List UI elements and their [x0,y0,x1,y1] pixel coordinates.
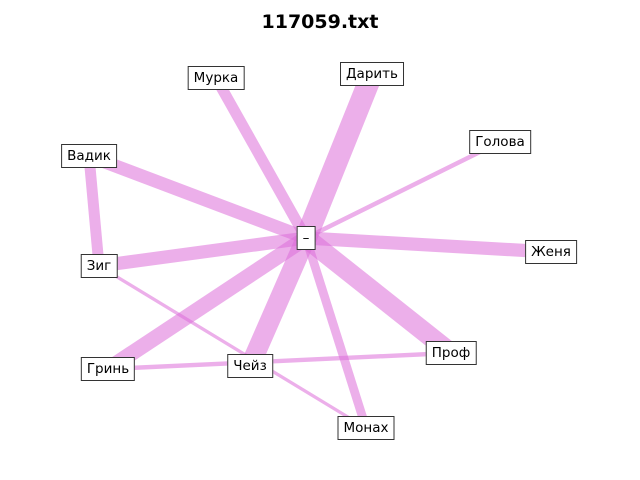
edge-center-vadik [86,149,309,245]
edge-center-grin [103,231,311,376]
node-murka[interactable]: Мурка [187,66,245,90]
edge-center-cheiz [240,234,316,370]
edges-layer [83,69,552,430]
node-prof[interactable]: Проф [425,341,477,365]
node-zig[interactable]: Зиг [80,254,118,278]
edge-center-darit [295,69,383,243]
node-grin[interactable]: Гринь [80,357,136,381]
node-zhenya[interactable]: Женя [525,240,577,264]
edge-center-monakh [301,236,371,430]
node-vadik[interactable]: Вадик [61,144,117,168]
edge-vadik-zig [83,155,105,267]
edge-center-golova [305,140,501,240]
edge-zig-monakh [98,264,367,430]
node-cheiz[interactable]: Чейз [227,354,273,378]
node-golova[interactable]: Голова [469,130,531,154]
diagram-title: 117059.txt [261,11,379,33]
edge-center-murka [211,75,311,241]
edge-center-zig [98,231,307,273]
edge-center-prof [299,230,458,361]
node-monakh[interactable]: Монах [337,416,395,440]
node-center[interactable]: – [296,226,316,250]
edge-grin-prof [107,350,452,372]
node-darit[interactable]: Дарить [340,62,404,86]
edge-center-zhenya [305,231,552,259]
